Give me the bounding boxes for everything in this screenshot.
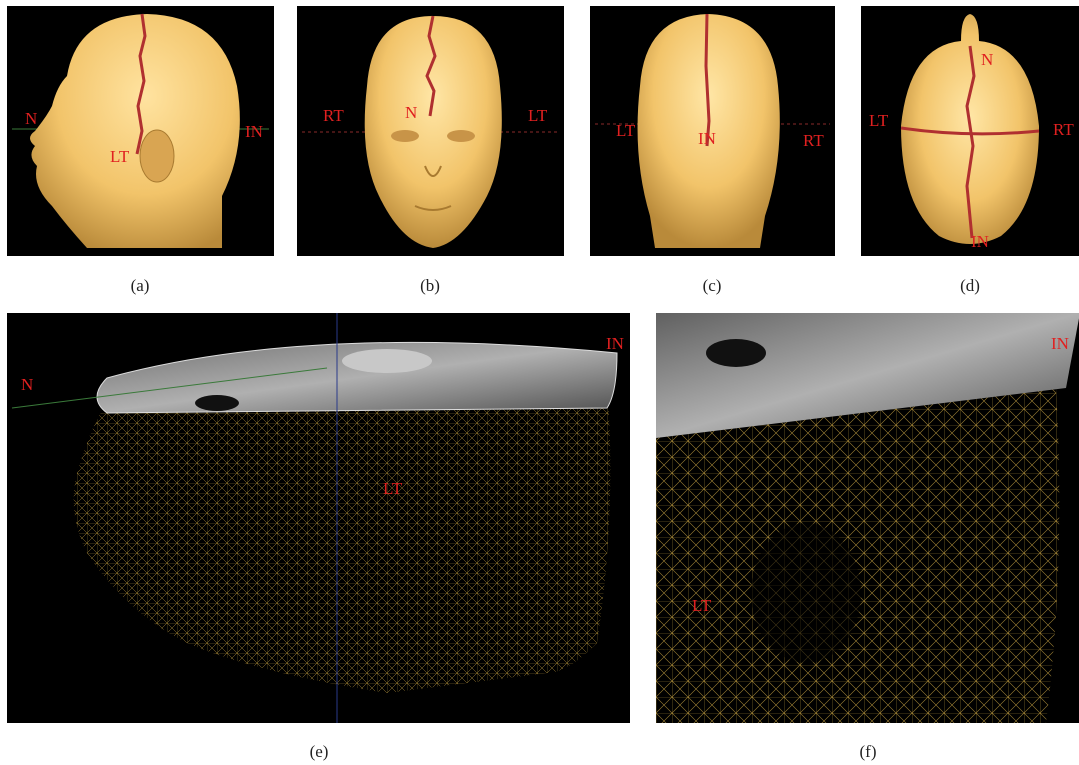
- label-in: IN: [1051, 334, 1069, 353]
- label-n: N: [21, 375, 34, 394]
- label-lt: LT: [528, 106, 548, 125]
- head-top-view-render: [900, 14, 1040, 244]
- label-lt: LT: [692, 596, 712, 615]
- caption-d: (d): [960, 276, 980, 295]
- label-rt: RT: [323, 106, 344, 125]
- label-lt: LT: [383, 479, 403, 498]
- panel-b-front-view: RT N LT: [297, 6, 564, 256]
- label-in: IN: [698, 129, 716, 148]
- panel-c-back-view: LT IN RT: [590, 6, 835, 256]
- label-n: N: [981, 50, 994, 69]
- label-in: IN: [245, 122, 263, 141]
- label-lt: LT: [616, 121, 636, 140]
- caption-a: (a): [130, 276, 150, 295]
- caption-b: (b): [420, 276, 440, 295]
- head-front-view-render: [302, 15, 559, 248]
- mesh-mri-overlay-render: [11, 313, 618, 723]
- label-in: IN: [606, 334, 624, 353]
- caption-f: (f): [859, 742, 877, 761]
- caption-c: (c): [702, 276, 722, 295]
- caption-e: (e): [309, 742, 329, 761]
- label-n: N: [405, 103, 418, 122]
- panel-d-top-view: N LT RT IN: [861, 6, 1079, 256]
- panel-a-left-view: N LT IN: [7, 6, 274, 256]
- label-n: N: [25, 109, 38, 128]
- label-lt: LT: [869, 111, 889, 130]
- head-left-view-render: [12, 13, 269, 248]
- head-back-view-render: [595, 13, 830, 248]
- label-lt: LT: [110, 147, 130, 166]
- label-in: IN: [971, 232, 989, 251]
- label-rt: RT: [803, 131, 824, 150]
- mesh-zoom-render: [656, 313, 1079, 723]
- label-rt: RT: [1053, 120, 1074, 139]
- panel-f-mesh-zoom-view: IN LT: [656, 313, 1079, 723]
- panel-e-mesh-side-view: N IN LT: [7, 313, 630, 723]
